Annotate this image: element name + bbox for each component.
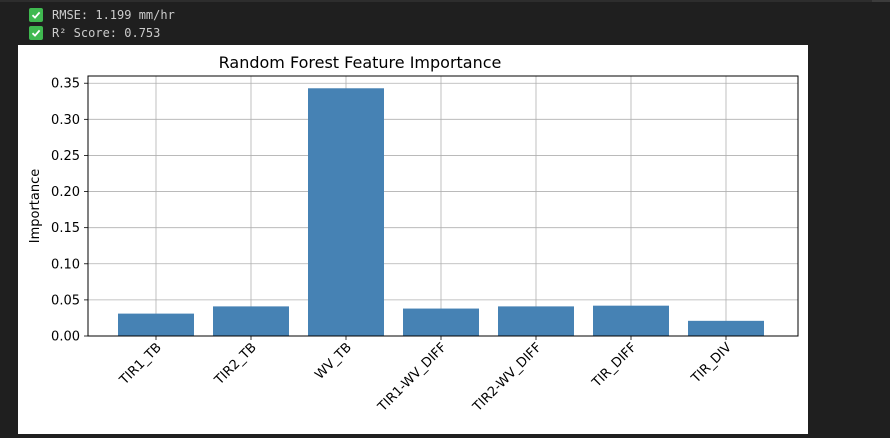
- feature-importance-chart: 0.00 0.05 0.10 0.15 0.20 0.25 0.30 0.35 TIR1_TB…: [28, 53, 799, 415]
- bar-tir1-wv-diff: [403, 308, 479, 336]
- bar-tir2-tb: [213, 306, 289, 336]
- cell-top-border: [0, 0, 890, 2]
- x-tick-label: WV_TB: [312, 340, 355, 383]
- y-tick-label: 0.35: [51, 77, 80, 92]
- axes-frame: [87, 75, 799, 337]
- bar-tir2-wv-diff: [498, 306, 574, 336]
- y-tick-label: 0.15: [51, 221, 80, 236]
- output-line-r2: R² Score: 0.753: [29, 25, 160, 41]
- y-tick-label: 0.05: [51, 293, 80, 308]
- chart-title: Random Forest Feature Importance: [219, 53, 502, 72]
- y-tick-label: 0.30: [51, 113, 80, 128]
- output-line-rmse: RMSE: 1.199 mm/hr: [29, 7, 175, 23]
- y-tick-label: 0.20: [51, 185, 80, 200]
- r2-text: R² Score: 0.753: [52, 26, 161, 40]
- x-tick-label: TIR2_TB: [211, 340, 259, 388]
- x-tick-label: TIR2-WV_DIFF: [470, 340, 545, 415]
- rmse-text: RMSE: 1.199 mm/hr: [52, 8, 175, 22]
- bar-tir-div: [688, 320, 764, 336]
- x-tick-label: TIR1-WV_DIFF: [375, 340, 450, 415]
- bar-tir1-tb: [118, 313, 194, 336]
- x-tick-label: TIR_DIV: [688, 340, 735, 387]
- x-tick-label: TIR_DIFF: [589, 340, 640, 391]
- y-tick-label: 0.10: [51, 257, 80, 272]
- bar-tir-diff: [593, 305, 669, 336]
- check-icon: [29, 26, 43, 40]
- y-axis-label: Importance: [28, 169, 43, 244]
- figure: 0.00 0.05 0.10 0.15 0.20 0.25 0.30 0.35 TIR1_TB…: [18, 45, 808, 434]
- cell-top-border-accent: [872, 0, 890, 2]
- check-icon: [29, 8, 43, 22]
- bar-wv-tb: [308, 88, 384, 337]
- x-tick-label: TIR1_TB: [116, 340, 164, 388]
- y-tick-label: 0.25: [51, 149, 80, 164]
- y-tick-label: 0.00: [51, 330, 80, 345]
